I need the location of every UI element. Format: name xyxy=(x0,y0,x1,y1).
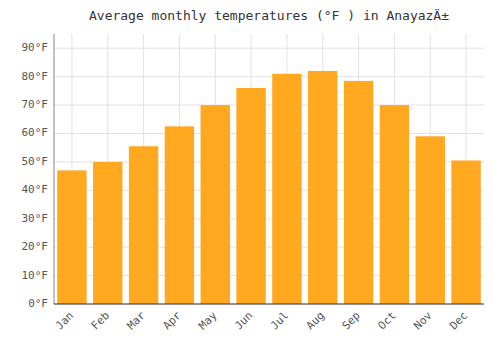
bar xyxy=(451,160,480,304)
x-tick-label: Jun xyxy=(232,309,255,332)
bar xyxy=(129,146,158,304)
y-tick-label: 50°F xyxy=(22,155,49,168)
chart: Average monthly temperatures (°F ) in An… xyxy=(0,0,500,350)
y-tick-label: 60°F xyxy=(22,126,49,139)
grid-line xyxy=(54,105,484,106)
title: Average monthly temperatures (°F ) in An… xyxy=(89,8,449,23)
grid-line xyxy=(54,304,484,305)
x-tick-label: Nov xyxy=(411,309,435,333)
x-tick-label: Mar xyxy=(125,309,149,333)
y-tick-label: 0°F xyxy=(28,297,48,310)
y-tick-label: 10°F xyxy=(22,269,49,282)
x-axis: Jan Feb Mar Apr May Jun Jul Aug Sep Oct Nov Dec xyxy=(53,304,484,332)
y-tick-label: 90°F xyxy=(22,41,49,54)
y-tick-label: 30°F xyxy=(22,212,49,225)
y-axis: 0°F 10°F 20°F 30°F 40°F 50°F 60°F 70°F 80°F 90°F xyxy=(22,34,55,310)
y-tick-label: 20°F xyxy=(22,240,49,253)
x-axis-line xyxy=(54,304,484,305)
bar xyxy=(308,71,337,304)
bar xyxy=(93,162,122,304)
bar xyxy=(344,81,373,304)
bar xyxy=(57,170,86,304)
bar xyxy=(165,126,194,304)
bars xyxy=(57,71,481,304)
x-tick-label: Dec xyxy=(447,309,470,332)
bar xyxy=(380,105,409,304)
grid-line xyxy=(54,133,484,134)
bar xyxy=(236,88,265,304)
x-tick-label: Apr xyxy=(160,309,184,333)
grid-line xyxy=(54,76,484,77)
y-tick-label: 70°F xyxy=(22,98,49,111)
x-tick-label: Jul xyxy=(268,309,291,332)
bar xyxy=(272,74,301,304)
bar xyxy=(416,136,445,304)
y-tick-label: 40°F xyxy=(22,183,49,196)
x-tick-label: Jan xyxy=(53,309,76,332)
x-tick-label: May xyxy=(196,309,220,333)
bar xyxy=(201,105,230,304)
grid-line xyxy=(54,48,484,49)
y-tick-label: 80°F xyxy=(22,70,49,83)
x-tick-label: Sep xyxy=(340,309,363,332)
grid xyxy=(54,34,484,304)
x-tick-label: Oct xyxy=(375,309,398,332)
x-tick-label: Feb xyxy=(89,309,112,332)
x-tick-label: Aug xyxy=(304,309,327,332)
y-axis-line xyxy=(54,34,55,304)
